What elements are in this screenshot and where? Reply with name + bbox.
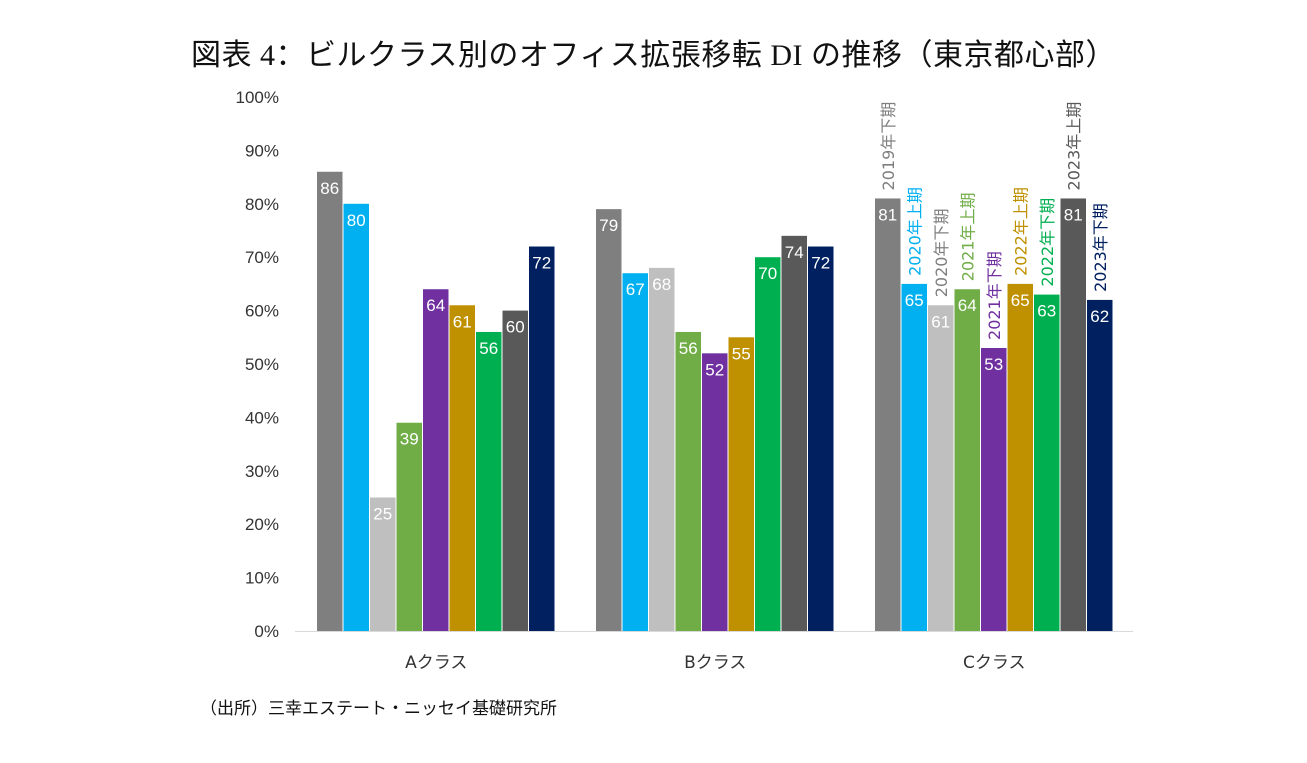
bar <box>596 209 622 631</box>
data-label: 63 <box>1037 302 1056 321</box>
data-label: 79 <box>599 216 618 235</box>
data-label: 53 <box>984 355 1003 374</box>
data-label: 56 <box>479 339 498 358</box>
bar <box>1087 299 1113 631</box>
bar <box>343 203 369 632</box>
y-tick-label: 50% <box>245 355 279 374</box>
bar <box>1007 283 1033 631</box>
y-tick-label: 30% <box>245 462 279 481</box>
series-label: 2023年上期 <box>1064 102 1083 191</box>
series-label: 2020年下期 <box>932 209 951 298</box>
series-label: 2019年下期 <box>879 102 898 191</box>
category-label: Bクラス <box>684 653 746 673</box>
y-tick-label: 90% <box>245 141 279 160</box>
data-label: 65 <box>1011 291 1030 310</box>
data-label: 64 <box>426 296 445 315</box>
bar <box>928 305 954 631</box>
data-label: 55 <box>732 344 751 363</box>
series-label: 2022年上期 <box>1011 187 1030 276</box>
data-label: 80 <box>347 211 366 230</box>
y-tick-label: 20% <box>245 515 279 534</box>
data-label: 25 <box>373 505 392 524</box>
y-tick-label: 10% <box>245 569 279 588</box>
data-label: 81 <box>878 205 897 224</box>
source-note: （出所）三幸エステート・ニッセイ基礎研究所 <box>200 699 557 719</box>
bar <box>1060 198 1086 631</box>
series-label: 2021年上期 <box>958 193 977 282</box>
bar <box>755 257 781 631</box>
bar <box>370 497 396 631</box>
y-tick-label: 100% <box>236 88 279 107</box>
data-label: 67 <box>626 280 645 299</box>
series-label: 2021年下期 <box>985 251 1004 340</box>
data-label: 68 <box>652 275 671 294</box>
bar <box>875 198 901 631</box>
series-label: 2020年上期 <box>905 187 924 276</box>
bar <box>449 305 475 631</box>
bar <box>728 337 754 631</box>
bar <box>808 246 834 631</box>
y-tick-label: 0% <box>254 622 279 641</box>
bar <box>396 422 422 631</box>
data-label: 70 <box>758 264 777 283</box>
data-label: 65 <box>905 291 924 310</box>
data-label: 64 <box>958 296 977 315</box>
data-label: 60 <box>506 318 525 337</box>
data-label: 72 <box>532 254 551 273</box>
bar <box>423 289 449 631</box>
bar <box>901 283 927 631</box>
data-label: 81 <box>1064 205 1083 224</box>
data-label: 61 <box>931 312 950 331</box>
data-label: 61 <box>453 312 472 331</box>
data-label: 86 <box>320 179 339 198</box>
data-label: 39 <box>400 430 419 449</box>
bar <box>622 273 648 631</box>
bar <box>317 171 343 631</box>
data-label: 72 <box>811 254 830 273</box>
category-label: Aクラス <box>405 653 467 673</box>
bar <box>675 331 701 631</box>
data-label: 56 <box>679 339 698 358</box>
data-label: 74 <box>785 243 804 262</box>
bar <box>702 353 728 631</box>
y-tick-label: 40% <box>245 408 279 427</box>
bar <box>476 331 502 631</box>
bar <box>1034 294 1060 631</box>
data-label: 52 <box>705 360 724 379</box>
bar <box>649 267 675 631</box>
bar <box>781 235 807 631</box>
series-label: 2022年下期 <box>1038 198 1057 287</box>
y-tick-label: 70% <box>245 248 279 267</box>
y-tick-label: 80% <box>245 195 279 214</box>
series-label: 2023年下期 <box>1091 203 1110 292</box>
bar <box>954 289 980 631</box>
bar <box>981 347 1007 631</box>
bar <box>502 310 528 631</box>
bar <box>529 246 555 631</box>
chart-title: 図表 4：ビルクラス別のオフィス拡張移転 DI の推移（東京都心部） <box>191 39 1116 72</box>
y-tick-label: 60% <box>245 302 279 321</box>
category-label: Cクラス <box>963 653 1026 673</box>
data-label: 62 <box>1090 307 1109 326</box>
